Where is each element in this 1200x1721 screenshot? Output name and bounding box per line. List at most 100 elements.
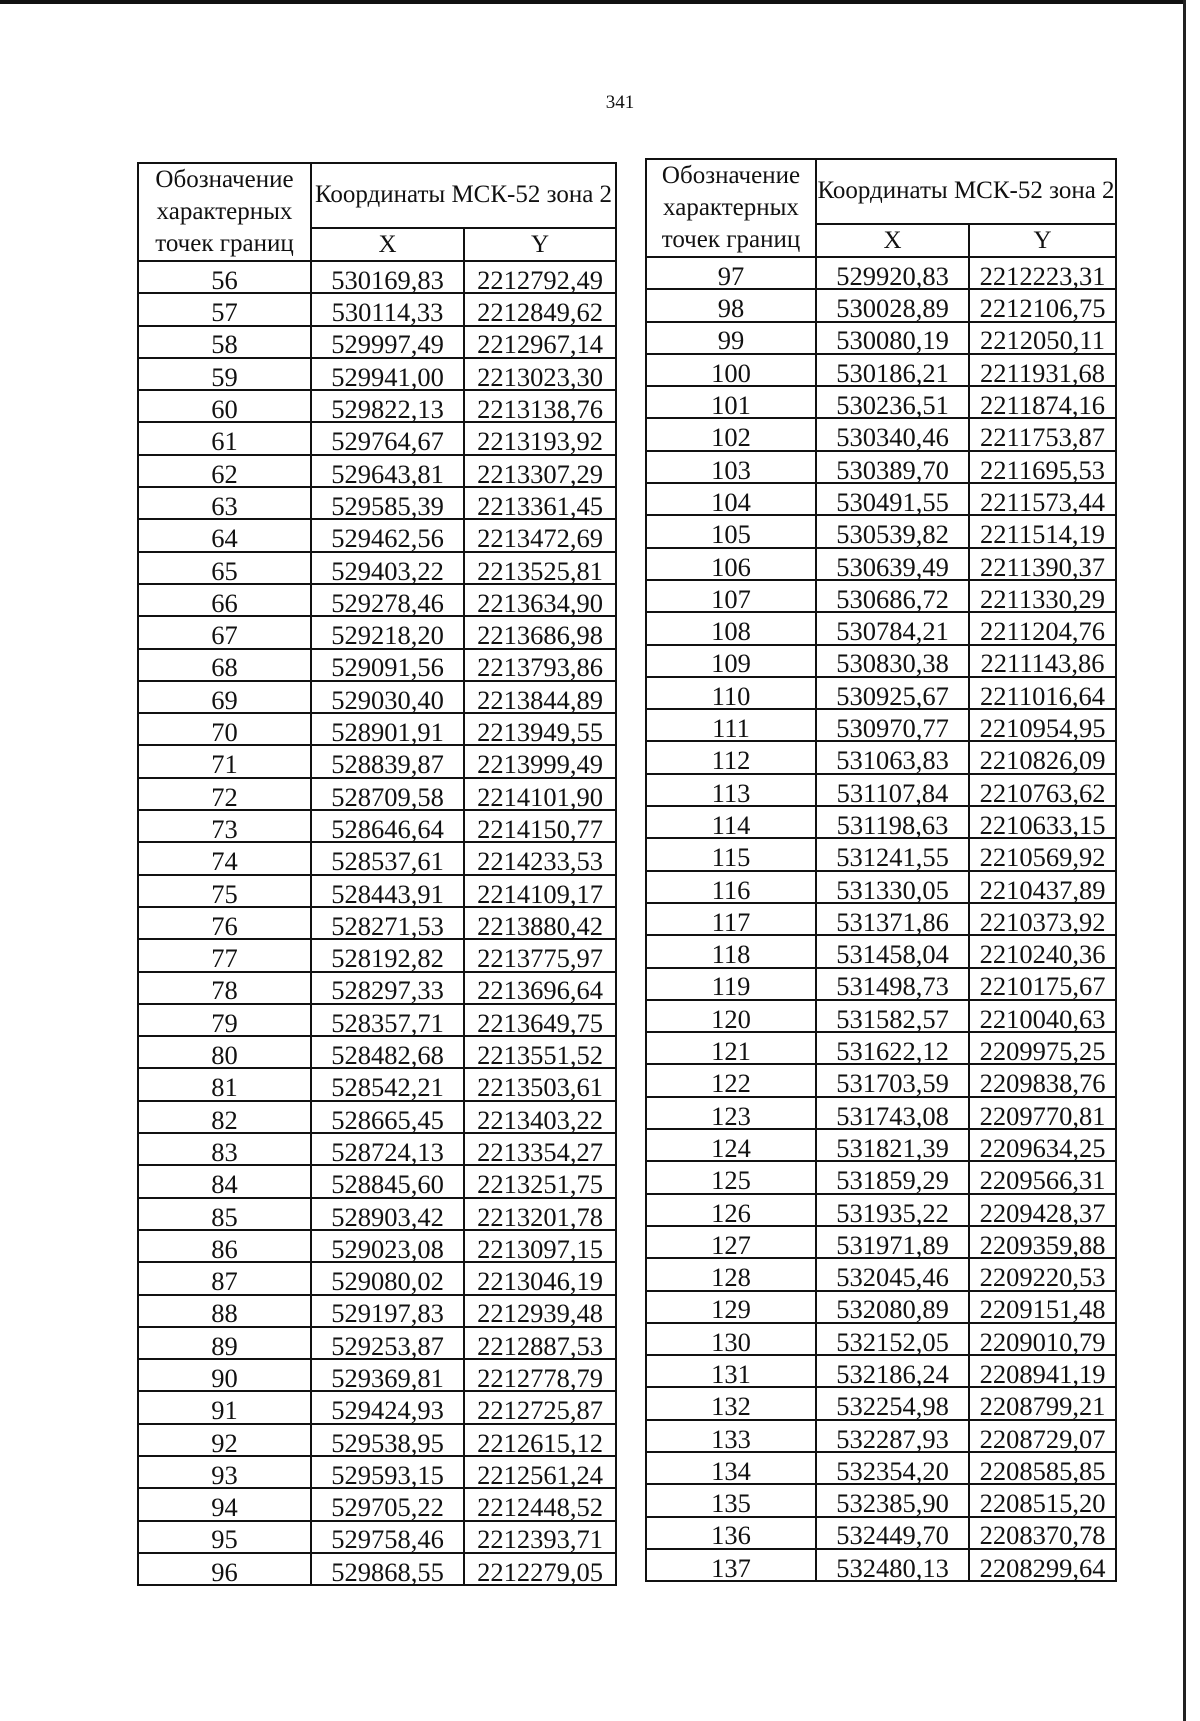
x-coordinate-cell: 528724,13: [310, 1132, 465, 1167]
point-id-value: 120: [711, 1003, 751, 1034]
x-coordinate-value: 531703,59: [836, 1068, 949, 1099]
x-coordinate-value: 529997,49: [331, 329, 444, 360]
point-id-cell: 80: [137, 1035, 312, 1070]
table-row: 100 530186,21 2211931,68: [645, 352, 1118, 388]
table-row: 103 530389,70 2211695,53: [645, 449, 1118, 485]
point-id-cell: 105: [645, 514, 817, 549]
table-row: 78 528297,33 2213696,64: [137, 970, 618, 1005]
x-coordinate-value: 528192,82: [331, 943, 444, 974]
x-coordinate-cell: 529920,83: [815, 255, 970, 291]
y-coordinate-cell: 2212725,87: [462, 1390, 618, 1425]
point-id-cell: 125: [645, 1160, 817, 1195]
table-row: 120 531582,57 2210040,63: [645, 998, 1118, 1034]
point-id-value: 128: [711, 1262, 751, 1293]
table-row: 60 529822,13 2213138,76: [137, 389, 618, 424]
table-row: 128 532045,46 2209220,53: [645, 1257, 1118, 1293]
header-point-label: Обозначение характерных точек границ: [137, 162, 312, 262]
x-coordinate-cell: 529218,20: [310, 615, 465, 650]
x-coordinate-value: 532449,70: [836, 1520, 949, 1551]
point-id-cell: 76: [137, 905, 312, 941]
point-id-value: 77: [211, 943, 238, 974]
point-id-value: 101: [711, 390, 751, 421]
point-id-value: 63: [211, 490, 238, 521]
x-coordinate-value: 528709,58: [331, 781, 444, 812]
y-coordinate-cell: 2212050,11: [967, 320, 1118, 355]
x-coordinate-cell: 530080,19: [815, 320, 970, 355]
point-id-cell: 115: [645, 837, 817, 872]
x-coordinate-value: 528845,60: [331, 1169, 444, 1200]
point-id-cell: 104: [645, 482, 817, 517]
point-id-value: 87: [211, 1266, 238, 1297]
point-id-value: 88: [211, 1298, 238, 1329]
point-id-cell: 70: [137, 712, 312, 747]
y-coordinate-value: 2211874,16: [980, 390, 1105, 421]
x-coordinate-cell: 530686,72: [815, 578, 970, 614]
x-coordinate-cell: 529643,81: [310, 453, 465, 489]
y-coordinate-value: 2211390,37: [980, 551, 1105, 582]
x-coordinate-value: 528357,71: [331, 1007, 444, 1038]
y-coordinate-value: 2210569,92: [979, 842, 1106, 873]
table-row: 104 530491,55 2211573,44: [645, 482, 1118, 517]
x-coordinate-cell: 529278,46: [310, 582, 465, 618]
x-coordinate-value: 532287,93: [836, 1423, 949, 1454]
table-row: 109 530830,38 2211143,86: [645, 643, 1118, 678]
y-coordinate-cell: 2208941,19: [967, 1354, 1118, 1389]
x-coordinate-value: 529538,95: [331, 1427, 444, 1458]
x-coordinate-cell: 530186,21: [815, 352, 970, 388]
y-coordinate-cell: 2213949,55: [462, 712, 618, 747]
y-coordinate-cell: 2210569,92: [967, 837, 1118, 873]
x-coordinate-cell: 531821,39: [815, 1128, 970, 1163]
y-coordinate-value: 2212279,05: [477, 1556, 603, 1587]
y-coordinate-cell: 2210175,67: [967, 966, 1118, 1001]
point-id-value: 131: [711, 1358, 751, 1389]
point-id-value: 107: [711, 583, 751, 614]
x-coordinate-value: 529403,22: [331, 555, 444, 586]
table-row: 63 529585,39 2213361,45: [137, 486, 618, 521]
y-coordinate-cell: 2211330,29: [967, 578, 1118, 614]
table-row: 93 529593,15 2212561,24: [137, 1454, 618, 1490]
y-coordinate-value: 2212393,71: [477, 1524, 603, 1555]
x-coordinate-value: 530186,21: [836, 357, 949, 388]
point-id-cell: 117: [645, 901, 817, 937]
table-row: 81 528542,21 2213503,61: [137, 1067, 618, 1102]
x-coordinate-cell: 528709,58: [310, 776, 465, 812]
y-coordinate-cell: 2208585,85: [967, 1450, 1118, 1486]
x-coordinate-value: 530639,49: [836, 551, 949, 582]
y-coordinate-cell: 2209838,76: [967, 1063, 1118, 1098]
x-coordinate-value: 532354,20: [836, 1455, 949, 1486]
y-coordinate-value: 2208515,20: [979, 1488, 1106, 1519]
table-row: 99 530080,19 2212050,11: [645, 320, 1118, 355]
x-coordinate-value: 528724,13: [331, 1136, 444, 1167]
point-id-cell: 111: [645, 708, 817, 743]
table-row: 98 530028,89 2212106,75: [645, 288, 1118, 323]
point-id-cell: 112: [645, 740, 817, 775]
y-coordinate-value: 2209151,48: [979, 1294, 1106, 1325]
y-coordinate-value: 2213793,86: [477, 652, 603, 683]
point-id-cell: 98: [645, 288, 817, 323]
point-id-cell: 56: [137, 259, 312, 295]
y-coordinate-value: 2211931,68: [980, 357, 1105, 388]
y-coordinate-value: 2212615,12: [477, 1427, 603, 1458]
y-coordinate-cell: 2212561,24: [462, 1454, 618, 1490]
x-coordinate-value: 530491,55: [836, 486, 949, 517]
table-row: 95 529758,46 2212393,71: [137, 1519, 618, 1555]
point-id-value: 96: [211, 1556, 238, 1587]
x-coordinate-cell: 532287,93: [815, 1418, 970, 1454]
y-coordinate-cell: 2209634,25: [967, 1128, 1118, 1163]
y-coordinate-cell: 2210633,15: [967, 805, 1118, 840]
point-id-cell: 59: [137, 356, 312, 392]
point-id-value: 91: [211, 1395, 238, 1426]
x-coordinate-cell: 528665,45: [310, 1099, 465, 1135]
x-coordinate-value: 531371,86: [836, 906, 949, 937]
x-coordinate-cell: 528542,21: [310, 1067, 465, 1102]
y-coordinate-value: 2212561,24: [477, 1459, 603, 1490]
y-coordinate-cell: 2209151,48: [967, 1289, 1118, 1325]
table-row: 87 529080,02 2213046,19: [137, 1261, 618, 1297]
point-id-value: 65: [211, 555, 238, 586]
y-coordinate-value: 2209428,37: [979, 1197, 1106, 1228]
x-coordinate-cell: 532045,46: [815, 1257, 970, 1292]
x-coordinate-cell: 529758,46: [310, 1519, 465, 1554]
y-coordinate-value: 2209566,31: [979, 1165, 1106, 1196]
table-row: 106 530639,49 2211390,37: [645, 546, 1118, 582]
y-coordinate-cell: 2212778,79: [462, 1358, 618, 1393]
